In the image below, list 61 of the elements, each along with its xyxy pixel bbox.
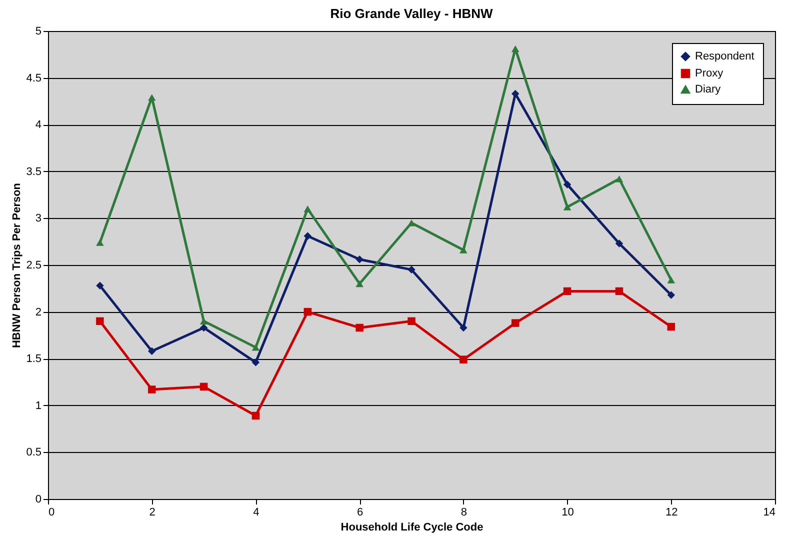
point xyxy=(511,90,520,98)
x-tick-label: 12 xyxy=(666,506,678,518)
point xyxy=(304,308,312,316)
point xyxy=(667,276,676,284)
point xyxy=(96,317,104,326)
y-tick-label: 2 xyxy=(35,306,42,318)
x-axis-title: Household Life Cycle Code xyxy=(340,522,484,534)
point xyxy=(460,356,468,364)
point xyxy=(96,282,104,290)
point xyxy=(408,266,416,274)
point xyxy=(667,322,676,331)
point xyxy=(356,280,364,288)
legend-label: Diary xyxy=(695,84,722,96)
x-tick-label: 0 xyxy=(48,506,55,518)
point xyxy=(200,324,208,332)
x-tick-label: 6 xyxy=(357,506,364,518)
y-tick-label: 2.5 xyxy=(26,260,42,272)
point xyxy=(96,239,104,246)
y-tick-label: 0 xyxy=(35,494,42,506)
point xyxy=(304,205,312,212)
point xyxy=(200,318,208,325)
point xyxy=(511,45,520,52)
legend-label: Respondent xyxy=(695,50,754,62)
y-axis-title: HBNW Person Trips Per Person xyxy=(11,182,24,348)
y-tick-label: 3.5 xyxy=(26,166,42,178)
point xyxy=(460,324,468,332)
point xyxy=(563,287,572,296)
point xyxy=(615,287,624,296)
x-tick-label: 10 xyxy=(562,506,574,518)
point xyxy=(148,94,156,101)
point xyxy=(356,256,364,264)
point xyxy=(356,324,364,332)
point xyxy=(252,358,260,366)
point xyxy=(667,291,676,299)
point xyxy=(252,344,260,351)
point xyxy=(408,220,416,226)
legend-label: Proxy xyxy=(695,68,724,80)
y-tick-label: 0.5 xyxy=(26,446,42,459)
y-tick-label: 1.5 xyxy=(26,353,42,366)
x-tick-label: 8 xyxy=(460,506,467,518)
point xyxy=(615,240,624,248)
point xyxy=(563,180,572,188)
point xyxy=(511,319,520,327)
point xyxy=(148,386,156,394)
point xyxy=(408,317,416,326)
point xyxy=(200,382,208,391)
x-tick-label: 14 xyxy=(763,506,776,518)
y-tick-label: 4 xyxy=(35,119,42,132)
y-tick-label: 4.5 xyxy=(26,72,42,84)
point xyxy=(460,246,468,254)
y-tick-label: 3 xyxy=(35,212,42,225)
chart-title: Rio Grande Valley - HBNW xyxy=(330,6,494,21)
x-tick-label: 2 xyxy=(149,506,156,518)
x-tick-label: 4 xyxy=(253,506,260,518)
point xyxy=(563,204,572,210)
point xyxy=(304,232,312,240)
y-tick-label: 1 xyxy=(35,400,42,412)
point xyxy=(615,176,624,182)
y-tick-label: 5 xyxy=(35,26,42,38)
point xyxy=(252,412,260,420)
point xyxy=(148,347,156,355)
